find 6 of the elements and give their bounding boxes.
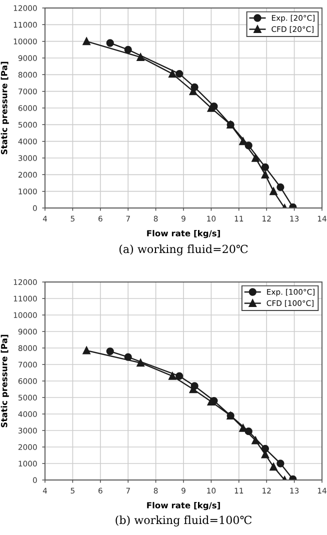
y-axis-title: Static pressure [Pa]	[0, 334, 9, 428]
text: (b) working fluid=100℃	[116, 516, 252, 526]
y-axis-title: Static pressure [Pa]	[0, 62, 9, 154]
x-axis-title: Flow rate [kg/s]	[147, 502, 220, 510]
text: (a) working fluid=20℃	[119, 244, 248, 256]
x-axis-title: Flow rate [kg/s]	[147, 230, 220, 238]
